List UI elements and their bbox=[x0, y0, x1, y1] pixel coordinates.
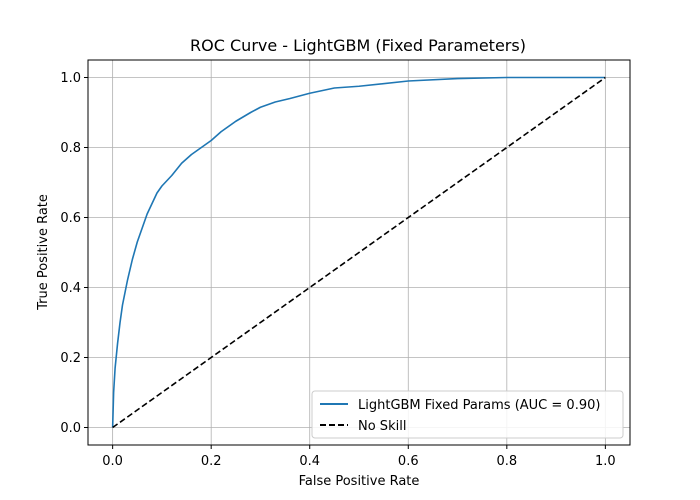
y-axis-label: True Positive Rate bbox=[36, 194, 51, 311]
series-layer bbox=[111, 76, 606, 429]
x-tick-label: 0.2 bbox=[201, 454, 222, 469]
grid bbox=[88, 60, 630, 445]
y-axis: 0.0 0.2 0.4 0.6 0.8 1.0 bbox=[60, 71, 88, 436]
legend: LightGBM Fixed Params (AUC = 0.90) No Sk… bbox=[311, 390, 624, 439]
y-tick-label: 0.6 bbox=[60, 211, 81, 226]
series-line-lightgbm bbox=[111, 76, 606, 428]
x-tick-label: 0.8 bbox=[496, 454, 517, 469]
y-tick-label: 1.0 bbox=[60, 71, 81, 86]
legend-box bbox=[311, 390, 624, 439]
y-tick-label: 0.0 bbox=[60, 421, 81, 436]
series-line-no-skill bbox=[112, 76, 606, 429]
x-axis: 0.0 0.2 0.4 0.6 0.8 1.0 bbox=[102, 445, 616, 469]
legend-label-lightgbm: LightGBM Fixed Params (AUC = 0.90) bbox=[358, 398, 600, 413]
x-tick-label: 0.4 bbox=[299, 454, 320, 469]
chart-title: ROC Curve - LightGBM (Fixed Parameters) bbox=[190, 36, 526, 55]
x-tick-label: 0.6 bbox=[398, 454, 419, 469]
y-tick-label: 0.4 bbox=[60, 281, 81, 296]
legend-label-no-skill: No Skill bbox=[358, 419, 406, 434]
y-tick-label: 0.8 bbox=[60, 141, 81, 156]
plot-frame bbox=[87, 59, 631, 446]
x-axis-label: False Positive Rate bbox=[299, 474, 420, 489]
y-tick-label: 0.2 bbox=[60, 351, 81, 366]
x-tick-label: 1.0 bbox=[595, 454, 616, 469]
x-tick-label: 0.0 bbox=[102, 454, 123, 469]
